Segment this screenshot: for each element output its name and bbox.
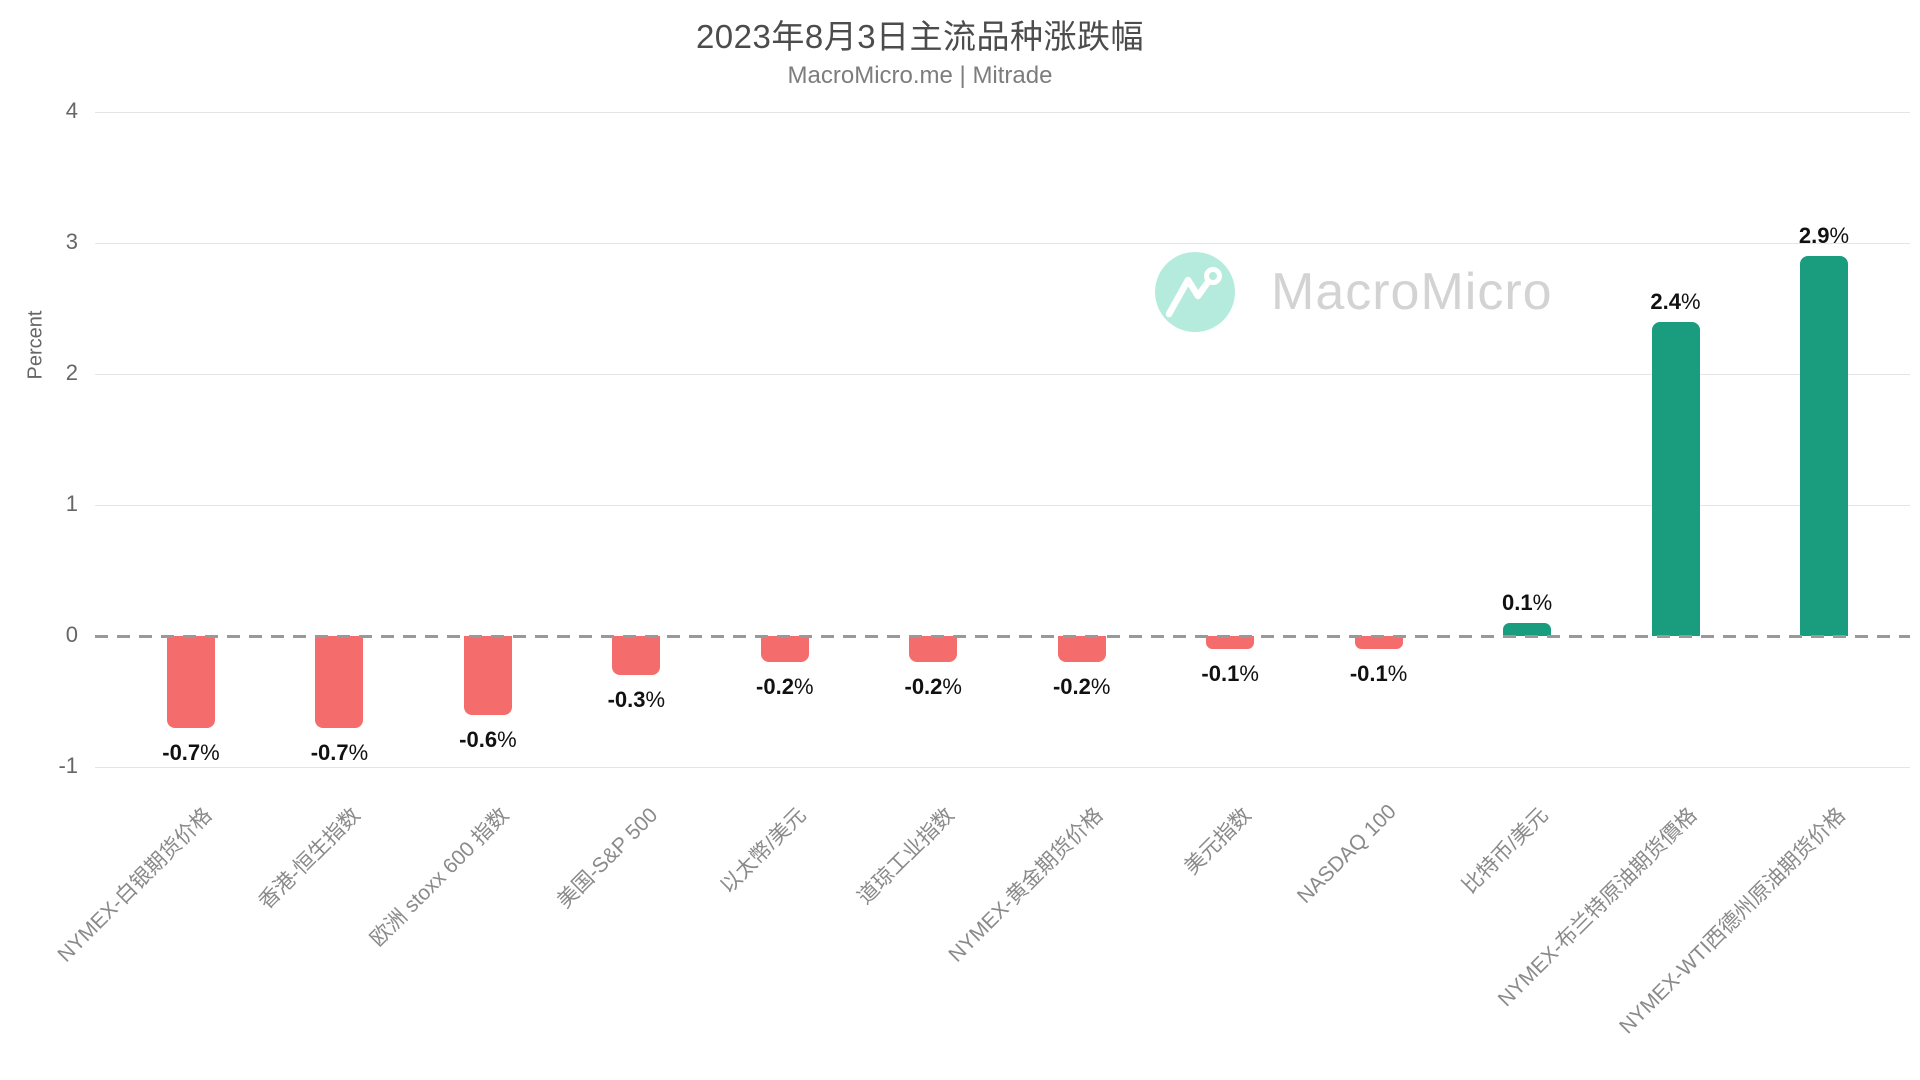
category-label: 以太幣/美元 — [715, 803, 811, 899]
bar — [167, 636, 215, 728]
gridline — [95, 767, 1910, 768]
bar-value-label: -0.1% — [1201, 661, 1259, 687]
bar — [909, 636, 958, 663]
bar-value-label: -0.2% — [756, 674, 814, 700]
gridline — [95, 243, 1910, 244]
y-tick-label: -1 — [58, 753, 78, 778]
chart-title: 2023年8月3日主流品种涨跌幅 — [695, 18, 1145, 55]
y-tick-label: 3 — [65, 229, 78, 254]
bar — [1799, 256, 1848, 636]
y-tick-label: 2 — [65, 360, 78, 385]
bar-value-label: -0.6% — [459, 726, 517, 752]
chart-subtitle: MacroMicro.me | Mitrade — [787, 62, 1053, 89]
watermark: MacroMicro — [1155, 252, 1553, 332]
bar — [612, 636, 661, 676]
bar-value-label: -0.2% — [904, 674, 962, 700]
category-label: NYMEX-黄金期货价格 — [944, 803, 1108, 967]
bar-value-label: -0.1% — [1349, 661, 1408, 687]
bar — [1206, 636, 1255, 650]
bar — [760, 636, 809, 663]
y-tick-label: 4 — [65, 98, 78, 123]
zero-line — [95, 635, 1910, 638]
bar-value-label: -0.7% — [162, 739, 220, 765]
bar — [1354, 636, 1403, 650]
bar-value-label: -0.2% — [1052, 674, 1111, 700]
bar — [315, 636, 364, 728]
category-label: NASDAQ 100 — [1292, 800, 1401, 908]
bar-value-label: 2.4% — [1650, 288, 1701, 314]
category-label: NYMEX-白银期货价格 — [53, 803, 217, 967]
bar-value-label: -0.7% — [310, 739, 369, 765]
category-label: 欧洲 stoxx 600 指数 — [366, 803, 514, 952]
gridline — [95, 374, 1910, 375]
category-label: 美国-S&P 500 — [552, 803, 663, 913]
watermark-text: MacroMicro — [1271, 263, 1553, 321]
bar — [1057, 636, 1106, 663]
bar — [463, 636, 512, 715]
y-tick-label: 0 — [65, 622, 78, 647]
y-tick-label: 1 — [65, 491, 78, 516]
category-label: 比特币/美元 — [1458, 803, 1553, 899]
bar-value-label: 0.1% — [1501, 589, 1553, 615]
macromicro-logo-icon — [1155, 252, 1235, 332]
bar-value-label: -0.3% — [607, 687, 666, 713]
bar — [1651, 321, 1700, 636]
category-label: 香港-恒生指数 — [254, 803, 366, 914]
bar-value-label: 2.9% — [1798, 223, 1850, 249]
category-label: 美元指数 — [1180, 803, 1256, 880]
gridline — [95, 112, 1910, 113]
bar — [1503, 622, 1552, 636]
category-label: 道琼工业指数 — [853, 803, 960, 909]
gridline — [95, 505, 1910, 506]
